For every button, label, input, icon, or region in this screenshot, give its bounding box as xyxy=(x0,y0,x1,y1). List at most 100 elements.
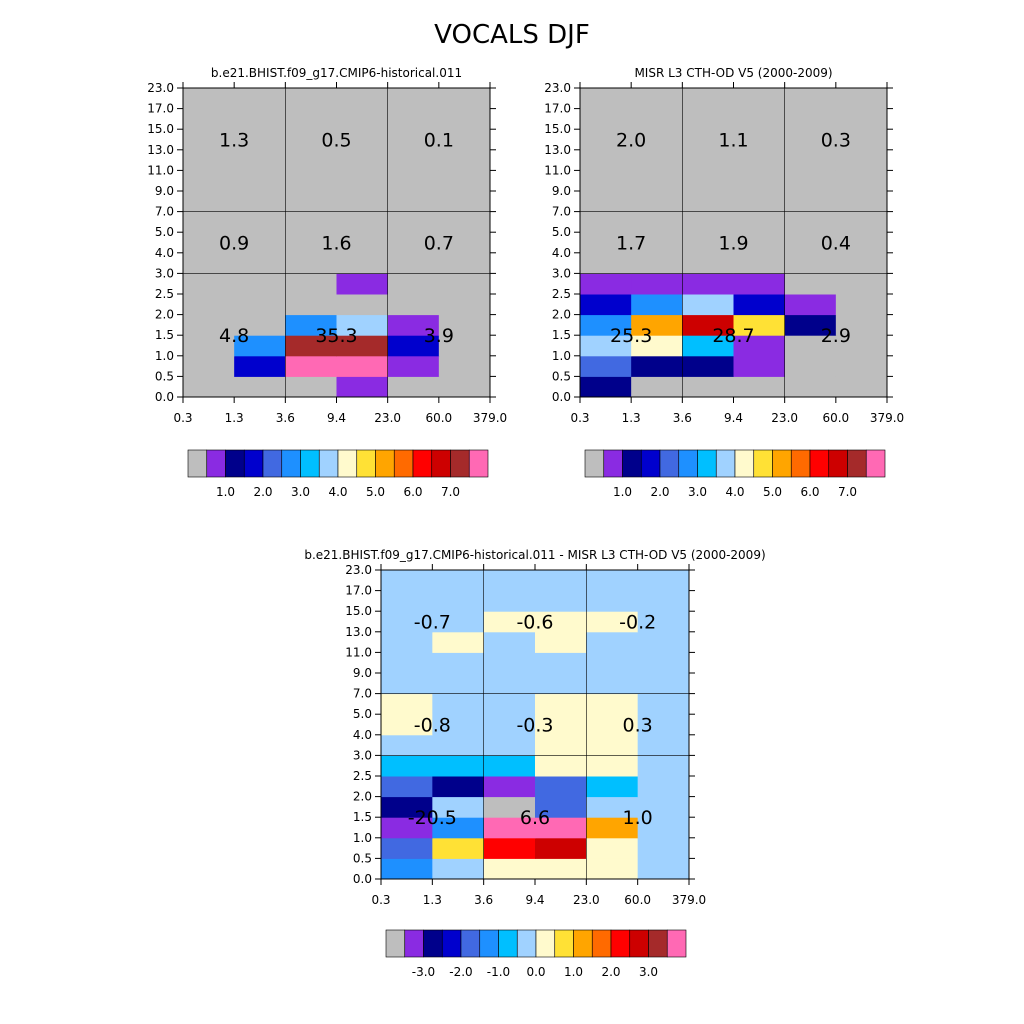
heatmap-cell xyxy=(784,232,837,254)
heatmap-cell xyxy=(285,149,337,171)
heatmap-cell xyxy=(580,88,632,110)
heatmap-cell xyxy=(387,376,440,398)
heatmap-cell xyxy=(682,252,734,274)
colorbar-label: 4.0 xyxy=(328,485,347,499)
colorbar-box xyxy=(847,449,867,478)
heatmap-cell xyxy=(535,817,587,839)
heatmap-cell xyxy=(682,273,734,295)
colorbar-box xyxy=(450,449,470,478)
heatmap-cell xyxy=(234,108,286,130)
heatmap-cell xyxy=(637,590,690,612)
x-tick-label: 23.0 xyxy=(374,411,401,425)
region-value-label: 1.6 xyxy=(321,233,351,255)
heatmap-cell xyxy=(387,314,440,336)
colorbar-label: 3.0 xyxy=(291,485,310,499)
heatmap-cell xyxy=(234,211,286,233)
heatmap-cell xyxy=(432,776,485,798)
y-tick-label: 7.0 xyxy=(353,687,372,701)
heatmap-cell xyxy=(438,252,491,274)
colorbar-box xyxy=(715,449,736,478)
heatmap-cell xyxy=(183,211,235,233)
colorbar-box xyxy=(375,449,395,478)
heatmap-cell xyxy=(432,755,485,777)
heatmap-cell xyxy=(682,129,734,151)
heatmap-cell xyxy=(483,858,536,880)
colorbar-box xyxy=(516,929,537,958)
heatmap-cell xyxy=(586,755,639,777)
heatmap-cell xyxy=(285,252,337,274)
heatmap-cell xyxy=(733,88,786,110)
heatmap-cell xyxy=(336,252,389,274)
heatmap-cell xyxy=(637,652,690,674)
region-value-label: 28.7 xyxy=(712,325,754,347)
heatmap-cell xyxy=(387,170,440,192)
heatmap-cell xyxy=(733,149,786,171)
heatmap-cell xyxy=(835,355,888,377)
heatmap-cell xyxy=(483,673,536,695)
heatmap-cell xyxy=(183,273,235,295)
heatmap-cell xyxy=(483,714,536,736)
colorbar-label: 1.0 xyxy=(564,965,583,979)
x-tick-label: 3.6 xyxy=(474,893,493,907)
colorbar-box xyxy=(629,929,649,958)
heatmap-cell xyxy=(285,232,337,254)
region-value-label: 25.3 xyxy=(610,325,652,347)
colorbar-label: 7.0 xyxy=(441,485,460,499)
y-tick-label: 0.5 xyxy=(552,369,571,383)
heatmap-cell xyxy=(637,611,690,633)
region-value-label: -0.7 xyxy=(414,612,451,634)
panel-title: b.e21.BHIST.f09_g17.CMIP6-historical.011 xyxy=(211,66,462,80)
heatmap-cell xyxy=(234,252,286,274)
colorbar-box xyxy=(337,449,358,478)
y-tick-label: 13.0 xyxy=(147,143,174,157)
colorbar-box xyxy=(640,449,661,478)
heatmap-cell xyxy=(535,796,587,818)
colorbar-label: 5.0 xyxy=(366,485,385,499)
heatmap-cell xyxy=(637,817,690,839)
y-tick-label: 11.0 xyxy=(544,163,571,177)
heatmap-cell xyxy=(733,252,786,274)
heatmap-cell xyxy=(586,817,639,839)
colorbar-label: 6.0 xyxy=(403,485,422,499)
colorbar-label: -2.0 xyxy=(449,965,472,979)
region-value-label: 0.3 xyxy=(623,715,653,737)
heatmap-cell xyxy=(387,335,440,357)
heatmap-cell xyxy=(438,335,491,357)
heatmap-cell xyxy=(387,294,440,316)
heatmap-cell xyxy=(535,693,587,715)
heatmap-cell xyxy=(336,108,389,130)
heatmap-cell xyxy=(483,776,536,798)
heatmap-cell xyxy=(733,355,786,377)
heatmap-cell xyxy=(580,232,632,254)
x-tick-label: 9.4 xyxy=(724,411,743,425)
heatmap-cell xyxy=(183,252,235,274)
heatmap-cell xyxy=(835,149,888,171)
heatmap-cell xyxy=(835,170,888,192)
region-value-label: -0.6 xyxy=(516,612,553,634)
heatmap-cell xyxy=(631,211,683,233)
heatmap-cell xyxy=(784,335,837,357)
heatmap-cell xyxy=(336,232,389,254)
heatmap-cell xyxy=(835,232,888,254)
heatmap-cell xyxy=(285,88,337,110)
colorbar-box xyxy=(584,449,605,478)
y-tick-label: 17.0 xyxy=(544,102,571,116)
y-tick-label: 1.5 xyxy=(552,328,571,342)
difference-panel: b.e21.BHIST.f09_g17.CMIP6-historical.011… xyxy=(304,548,765,979)
heatmap-cell xyxy=(535,734,587,756)
heatmap-cell xyxy=(631,191,683,213)
heatmap-cell xyxy=(285,355,337,377)
heatmap-cell xyxy=(535,590,587,612)
heatmap-cell xyxy=(438,314,491,336)
y-tick-label: 0.0 xyxy=(552,390,571,404)
heatmap-cell xyxy=(637,631,690,653)
heatmap-cell xyxy=(381,776,433,798)
colorbar-box xyxy=(262,449,283,478)
heatmap-cell xyxy=(580,294,632,316)
region-value-label: 6.6 xyxy=(520,807,550,829)
heatmap-cell xyxy=(580,149,632,171)
y-tick-label: 0.0 xyxy=(353,872,372,886)
y-tick-label: 4.0 xyxy=(353,728,372,742)
heatmap-cell xyxy=(682,88,734,110)
heatmap-cell xyxy=(535,755,587,777)
